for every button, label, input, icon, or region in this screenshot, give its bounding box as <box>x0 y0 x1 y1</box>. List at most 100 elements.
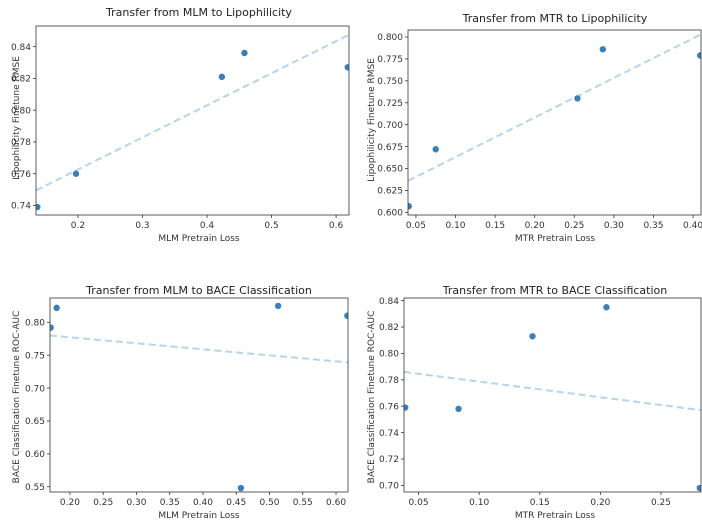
y-axis-label: BACE Classification Finetune ROC-AUC <box>367 311 377 484</box>
panel-mtr-bace: Transfer from MTR to BACE Classification… <box>367 284 702 520</box>
plot-area <box>36 33 349 211</box>
x-tick-label: 0.40 <box>193 498 213 508</box>
y-tick-label: 0.65 <box>25 417 45 427</box>
x-tick-label: 0.10 <box>445 221 465 231</box>
data-point <box>344 64 349 71</box>
data-point <box>599 46 607 53</box>
x-tick-label: 0.20 <box>525 221 545 231</box>
data-point <box>241 49 248 57</box>
plot-area <box>404 304 701 492</box>
y-tick-label: 0.74 <box>379 429 399 439</box>
y-tick-label: 0.700 <box>377 121 403 131</box>
y-axis-label: BACE Classification Finetune ROC-AUC <box>12 311 22 484</box>
x-tick-label: 0.05 <box>409 498 429 508</box>
y-tick-label: 0.800 <box>377 33 403 43</box>
data-point <box>50 324 54 331</box>
x-tick-label: 0.30 <box>126 498 146 508</box>
x-tick-label: 0.25 <box>651 498 671 508</box>
y-tick-label: 0.55 <box>25 483 45 493</box>
data-point <box>603 304 610 311</box>
panel-title: Transfer from MTR to Lipophilicity <box>462 12 648 25</box>
trend-line <box>50 334 348 364</box>
panel-mlm-lipophilicity: Transfer from MLM to Lipophilicity MLM P… <box>11 6 350 244</box>
x-tick-label: 0.05 <box>406 221 426 231</box>
y-tick-label: 0.82 <box>379 323 399 333</box>
y-tick-label: 0.70 <box>379 482 399 492</box>
trend-line <box>404 370 701 412</box>
y-tick-label: 0.78 <box>11 138 31 148</box>
x-tick-label: 0.35 <box>160 498 180 508</box>
data-point <box>344 312 348 319</box>
panel-mtr-lipophilicity: Transfer from MTR to Lipophilicity MTR P… <box>367 12 702 244</box>
data-point <box>697 52 701 59</box>
y-tick-label: 0.600 <box>377 209 403 219</box>
y-tick-label: 0.84 <box>379 297 399 307</box>
x-tick-label: 0.10 <box>469 498 489 508</box>
x-tick-label: 0.15 <box>530 498 550 508</box>
axes-frame <box>49 297 349 493</box>
y-tick-label: 0.76 <box>379 402 399 412</box>
data-point <box>237 484 245 492</box>
x-tick-label: 0.60 <box>326 498 346 508</box>
y-tick-label: 0.75 <box>25 351 45 361</box>
x-tick-label: 0.45 <box>226 498 246 508</box>
y-tick-label: 0.74 <box>11 202 31 212</box>
x-tick-label: 0.55 <box>293 498 313 508</box>
y-tick-label: 0.84 <box>11 43 31 53</box>
y-tick-label: 0.76 <box>11 170 31 180</box>
y-tick-label: 0.675 <box>377 143 403 153</box>
data-point <box>36 203 41 211</box>
y-tick-label: 0.775 <box>377 55 403 65</box>
x-tick-label: 0.4 <box>200 221 215 231</box>
y-tick-label: 0.72 <box>379 455 399 465</box>
x-axis-label: MTR Pretrain Loss <box>515 511 596 520</box>
y-tick-label: 0.80 <box>379 350 399 360</box>
x-tick-label: 0.30 <box>604 221 624 231</box>
x-tick-label: 0.5 <box>264 221 278 231</box>
y-tick-label: 0.625 <box>377 187 403 197</box>
x-tick-label: 0.15 <box>485 221 505 231</box>
panel-title: Transfer from MLM to BACE Classification <box>85 284 312 297</box>
x-tick-label: 0.6 <box>329 221 344 231</box>
trend-line <box>408 33 701 182</box>
x-tick-label: 0.35 <box>643 221 663 231</box>
panel-mlm-bace: Transfer from MLM to BACE Classification… <box>12 284 349 520</box>
axes-frame <box>403 297 702 493</box>
x-tick-label: 0.25 <box>564 221 584 231</box>
panel-title: Transfer from MTR to BACE Classification <box>442 284 668 297</box>
panel-title: Transfer from MLM to Lipophilicity <box>105 6 292 19</box>
data-point <box>529 333 536 340</box>
x-tick-label: 0.40 <box>683 221 702 231</box>
data-point <box>696 484 701 492</box>
x-tick-label: 0.2 <box>71 221 85 231</box>
y-tick-label: 0.750 <box>377 77 403 87</box>
y-tick-label: 0.80 <box>25 319 45 329</box>
data-point <box>432 146 439 153</box>
plot-area <box>408 33 701 210</box>
x-tick-label: 0.20 <box>590 498 610 508</box>
y-tick-label: 0.725 <box>377 99 403 109</box>
x-tick-label: 0.50 <box>259 498 279 508</box>
y-tick-label: 0.60 <box>25 450 45 460</box>
data-point <box>574 95 581 102</box>
y-axis-label: Lipophilicity Finetune RMSE <box>12 56 22 180</box>
x-axis-label: MLM Pretrain Loss <box>158 511 240 520</box>
y-tick-label: 0.80 <box>11 106 31 116</box>
y-axis-label: Lipophilicity Finetune RMSE <box>367 58 377 182</box>
data-point <box>72 170 80 177</box>
data-point <box>455 405 462 413</box>
data-point <box>218 73 226 81</box>
x-axis-label: MLM Pretrain Loss <box>158 234 240 244</box>
y-tick-label: 0.78 <box>379 376 399 386</box>
axes-frame <box>407 29 702 216</box>
x-tick-label: 0.20 <box>60 498 80 508</box>
x-axis-label: MTR Pretrain Loss <box>515 234 596 244</box>
data-point <box>274 302 282 310</box>
x-tick-label: 0.25 <box>93 498 113 508</box>
y-tick-label: 0.650 <box>377 165 403 175</box>
x-tick-label: 0.3 <box>135 221 149 231</box>
plot-area <box>50 302 348 492</box>
data-point <box>408 203 412 210</box>
data-point <box>53 304 60 312</box>
